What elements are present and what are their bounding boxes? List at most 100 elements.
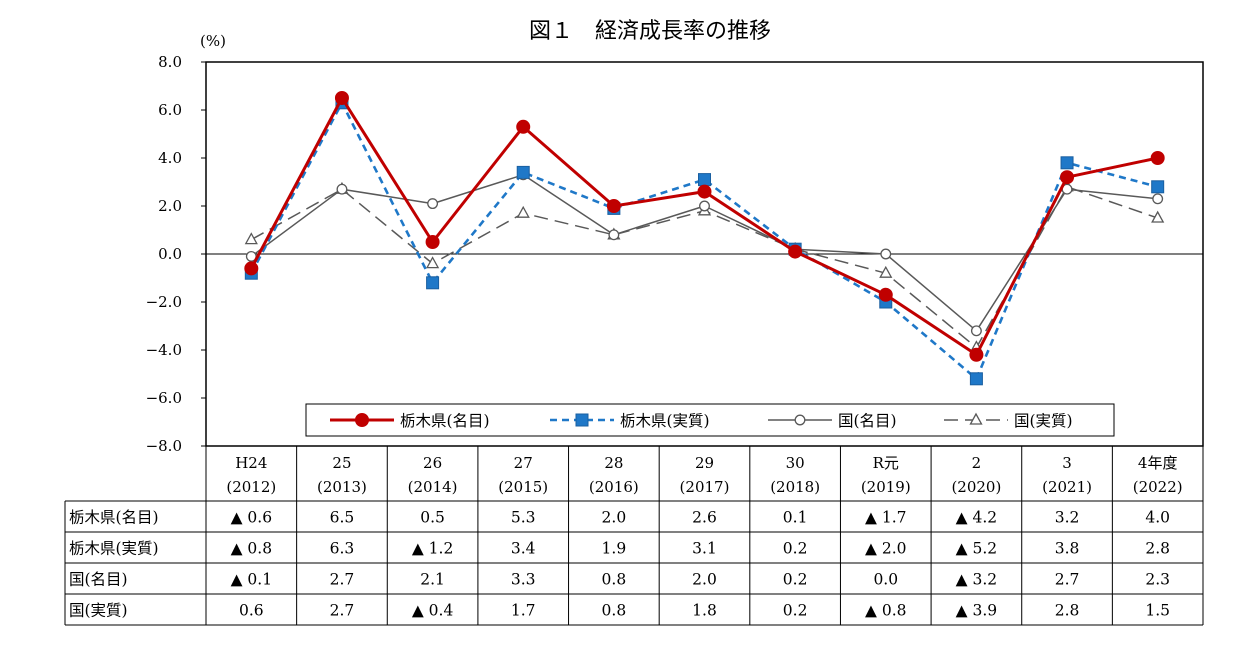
table-cell: 3.1 (692, 540, 717, 558)
series-layer (244, 91, 1165, 386)
data-point (698, 173, 711, 187)
table-cell: ▲ 1.7 (865, 509, 907, 527)
chart-title: 図１ 経済成長率の推移 (529, 19, 771, 44)
table-row-label: 栃木県(実質) (69, 540, 159, 558)
category-label: 3 (1062, 454, 1072, 472)
table-cell: ▲ 2.0 (865, 540, 907, 558)
data-point (334, 91, 349, 105)
legend-marker (355, 413, 369, 427)
data-point (879, 265, 893, 278)
data-point (516, 205, 530, 218)
legend-label: 栃木県(名目) (400, 412, 490, 430)
table-cell: 0.2 (783, 571, 808, 589)
table-cell: 6.3 (330, 540, 355, 558)
category-year: (2016) (589, 478, 639, 496)
data-point (516, 119, 531, 134)
category-year: (2013) (317, 478, 367, 496)
data-point (1060, 170, 1075, 185)
category-label: H24 (235, 454, 267, 472)
data-point (244, 261, 259, 276)
y-tick-label: 8.0 (158, 53, 182, 71)
table-cell: 0.6 (239, 602, 264, 620)
table-cell: 2.8 (1145, 540, 1170, 558)
data-point (336, 183, 348, 195)
data-point (788, 244, 803, 259)
data-point (516, 165, 530, 179)
table-row-label: 国(実質) (69, 602, 128, 620)
table-cell: 5.3 (511, 509, 536, 527)
y-tick-label: 0.0 (158, 245, 182, 263)
category-label: 25 (332, 454, 351, 472)
category-label: 27 (514, 454, 533, 472)
table-cell: ▲ 4.2 (956, 509, 998, 527)
category-year: (2022) (1133, 478, 1183, 496)
table-cell: 0.2 (783, 602, 808, 620)
data-point (425, 256, 440, 269)
table-cell: 1.7 (511, 602, 536, 620)
legend-marker (575, 413, 589, 427)
category-year: (2015) (498, 478, 548, 496)
y-tick-label: 4.0 (158, 149, 182, 167)
y-axis-unit: (%) (200, 32, 226, 50)
data-point (697, 184, 712, 199)
category-label: 2 (972, 454, 982, 472)
table-cell: 1.5 (1145, 602, 1170, 620)
data-point (606, 199, 621, 213)
data-point (425, 235, 440, 249)
table-cell: ▲ 1.2 (412, 540, 454, 558)
y-tick-label: −6.0 (146, 389, 182, 407)
series-line (250, 101, 1159, 381)
table-row-label: 国(名目) (69, 571, 128, 589)
table-cell: 6.5 (330, 509, 355, 527)
category-label: 4年度 (1138, 454, 1178, 472)
table-cell: 1.9 (602, 540, 627, 558)
data-point (1152, 193, 1164, 205)
data-table: H24 (2012) 25 (2013) 26 (2014) 27 (2015) 28 (2016… (64, 446, 1204, 626)
table-cell: 0.5 (420, 509, 445, 527)
data-point (244, 232, 258, 245)
table-cell: ▲ 0.8 (231, 540, 273, 558)
table-cell: 3.3 (511, 571, 536, 589)
table-row-label: 栃木県(名目) (69, 509, 159, 527)
data-point (608, 229, 620, 241)
table-cell: 4.0 (1145, 509, 1170, 527)
y-tick-label: −8.0 (146, 437, 182, 455)
series-line (249, 96, 1158, 357)
table-cell: ▲ 0.6 (231, 509, 273, 527)
category-label: 26 (423, 454, 442, 472)
y-tick-label: −4.0 (146, 341, 182, 359)
y-tick-label: 2.0 (158, 197, 182, 215)
table-cell: 3.4 (511, 540, 536, 558)
legend-marker (794, 414, 806, 426)
table-cell: 2.0 (602, 509, 627, 527)
category-year: (2014) (408, 478, 458, 496)
table-cell: 3.2 (1055, 509, 1080, 527)
table-cell: ▲ 3.2 (956, 571, 998, 589)
category-year: (2018) (770, 478, 820, 496)
table-cell: 3.8 (1055, 540, 1080, 558)
category-year: (2017) (680, 478, 730, 496)
y-tick-label: 6.0 (158, 101, 182, 119)
y-axis: 8.0 6.0 4.0 2.0 0.0 −2.0 −4.0 −6.0 −8.0 (146, 53, 206, 455)
series-1 (244, 91, 1165, 362)
table-cell: 2.1 (420, 571, 445, 589)
data-point (969, 372, 983, 386)
table-cell: 2.3 (1145, 571, 1170, 589)
data-point (880, 248, 892, 260)
table-cell: 0.8 (602, 571, 627, 589)
legend-label: 国(実質) (1014, 412, 1073, 430)
category-year: (2019) (861, 478, 911, 496)
table-cell: ▲ 0.1 (231, 571, 273, 589)
category-label: 28 (604, 454, 623, 472)
data-point (699, 200, 710, 212)
table-cell: ▲ 0.4 (412, 602, 454, 620)
category-label: 30 (786, 454, 805, 472)
data-point (1151, 210, 1165, 223)
data-point (1060, 156, 1074, 170)
table-cell: 0.1 (783, 509, 808, 527)
table-cell: ▲ 5.2 (956, 540, 998, 558)
table-cell: 0.2 (783, 540, 808, 558)
legend: 栃木県(名目) 栃木県(実質) 国(名目) 国(実質) (305, 403, 1115, 437)
data-point (1151, 180, 1165, 194)
